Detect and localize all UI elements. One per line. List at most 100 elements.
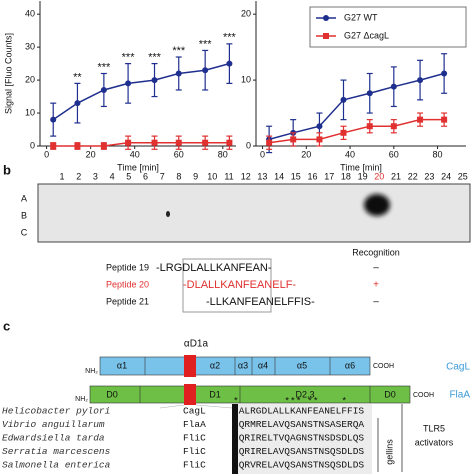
peptide-name: Peptide 21 bbox=[106, 296, 149, 306]
domain-label: α3 bbox=[238, 360, 248, 370]
domain-label: D1 bbox=[209, 389, 221, 399]
marker bbox=[100, 86, 107, 93]
legend-marker bbox=[323, 15, 329, 21]
domain-label: D2,3 bbox=[295, 389, 314, 399]
series-line bbox=[268, 72, 445, 141]
column-label: 11 bbox=[224, 171, 233, 181]
marker bbox=[125, 80, 132, 87]
domain-label: α4 bbox=[258, 360, 268, 370]
sequence: LQRVRELAVQSANSTNSQSDLDS bbox=[233, 460, 364, 471]
x-tick-label: 80 bbox=[433, 149, 443, 159]
significance: *** bbox=[97, 61, 111, 73]
column-label: 23 bbox=[424, 171, 434, 181]
column-label: 12 bbox=[241, 171, 251, 181]
marker bbox=[417, 116, 424, 123]
x-tick-label: 20 bbox=[86, 149, 96, 159]
recognition: – bbox=[373, 263, 379, 274]
x-tick-label: 60 bbox=[174, 149, 184, 159]
zoom-lines bbox=[159, 404, 233, 409]
motif-column bbox=[232, 404, 238, 474]
marker bbox=[175, 70, 182, 77]
marker bbox=[266, 139, 273, 146]
x-tick-label: 20 bbox=[301, 149, 311, 159]
domain-label: α1 bbox=[117, 360, 127, 370]
series-line bbox=[52, 62, 230, 121]
column-label: 9 bbox=[193, 171, 198, 181]
y-tick-label: 40 bbox=[25, 9, 35, 19]
marker bbox=[50, 116, 57, 123]
x-axis-label: Time [min] bbox=[340, 162, 382, 172]
column-label: 15 bbox=[291, 171, 301, 181]
marker bbox=[226, 139, 233, 146]
blot-spot bbox=[364, 194, 390, 216]
domain-label: α2 bbox=[210, 360, 220, 370]
x-tick-label: 0 bbox=[44, 149, 49, 159]
column-label: 17 bbox=[324, 171, 334, 181]
column-label: 24 bbox=[441, 171, 451, 181]
marker bbox=[316, 123, 323, 130]
marker bbox=[366, 90, 373, 97]
marker bbox=[390, 123, 397, 130]
marker bbox=[441, 116, 448, 123]
row-label: C bbox=[21, 227, 28, 237]
marker bbox=[151, 139, 158, 146]
column-label: 3 bbox=[93, 171, 98, 181]
y-axis-label: Signal [Fluo Counts] bbox=[3, 33, 13, 114]
recognition: + bbox=[373, 280, 379, 291]
species: Helicobacter pylori bbox=[2, 406, 110, 417]
column-label: 19 bbox=[358, 171, 368, 181]
significance: *** bbox=[122, 52, 136, 64]
blot-speck bbox=[166, 211, 170, 217]
x-tick-label: 60 bbox=[389, 149, 399, 159]
marker bbox=[366, 123, 373, 130]
group-label: gellins bbox=[384, 439, 394, 465]
y-tick-label: 0 bbox=[246, 140, 251, 150]
row-label: B bbox=[21, 210, 27, 220]
domain-label: α6 bbox=[345, 360, 355, 370]
y-tick-label: 20 bbox=[241, 9, 251, 19]
column-label: 14 bbox=[274, 171, 284, 181]
sequence: IALRGDLALLKANFEANELFFIS bbox=[233, 406, 364, 417]
sequence: LQRIRELTVQAGNSTNSDSDLQS bbox=[233, 433, 364, 444]
alignment-bg bbox=[232, 404, 372, 474]
activity-label: TLR5 bbox=[423, 423, 445, 433]
panel-label: b bbox=[3, 162, 11, 177]
recognition: – bbox=[373, 297, 379, 308]
domain-label: α5 bbox=[297, 360, 307, 370]
legend-box bbox=[309, 6, 467, 48]
column-label: 22 bbox=[408, 171, 418, 181]
column-label: 7 bbox=[160, 171, 165, 181]
column-label: 25 bbox=[458, 171, 468, 181]
x-tick-label: 0 bbox=[260, 149, 265, 159]
marker bbox=[390, 83, 397, 90]
marker bbox=[202, 139, 209, 146]
series-line bbox=[269, 118, 445, 144]
peptide-sequence: -LLKANFEANELFFIS- bbox=[206, 296, 315, 308]
protein-name: FlaA bbox=[449, 390, 470, 401]
series-line bbox=[53, 141, 230, 147]
protein-name: CagL bbox=[446, 362, 470, 373]
column-label: 5 bbox=[126, 171, 131, 181]
protein: FliC bbox=[183, 433, 206, 444]
legend-label: G27 WT bbox=[344, 12, 378, 22]
column-label: 8 bbox=[176, 171, 181, 181]
marker bbox=[417, 77, 424, 84]
column-label: 6 bbox=[143, 171, 148, 181]
n-term: NH₂ bbox=[85, 368, 98, 375]
column-label: 4 bbox=[110, 171, 115, 181]
species: Edwardsiella tarda bbox=[2, 433, 105, 444]
y-tick-label: 10 bbox=[241, 74, 251, 84]
significance: *** bbox=[172, 45, 186, 57]
blot-membrane bbox=[37, 183, 471, 243]
marker bbox=[50, 143, 57, 149]
marker bbox=[125, 139, 132, 146]
legend-marker bbox=[323, 33, 329, 39]
motif-box bbox=[184, 355, 196, 377]
sequence: LQRIRELAVQSANSTNSQSDLDS bbox=[233, 446, 364, 457]
protein: CagL bbox=[183, 406, 206, 417]
column-label: 16 bbox=[307, 171, 317, 181]
marker bbox=[74, 143, 81, 149]
significance: *** bbox=[148, 52, 162, 64]
marker bbox=[151, 77, 158, 84]
significance: *** bbox=[199, 38, 213, 50]
